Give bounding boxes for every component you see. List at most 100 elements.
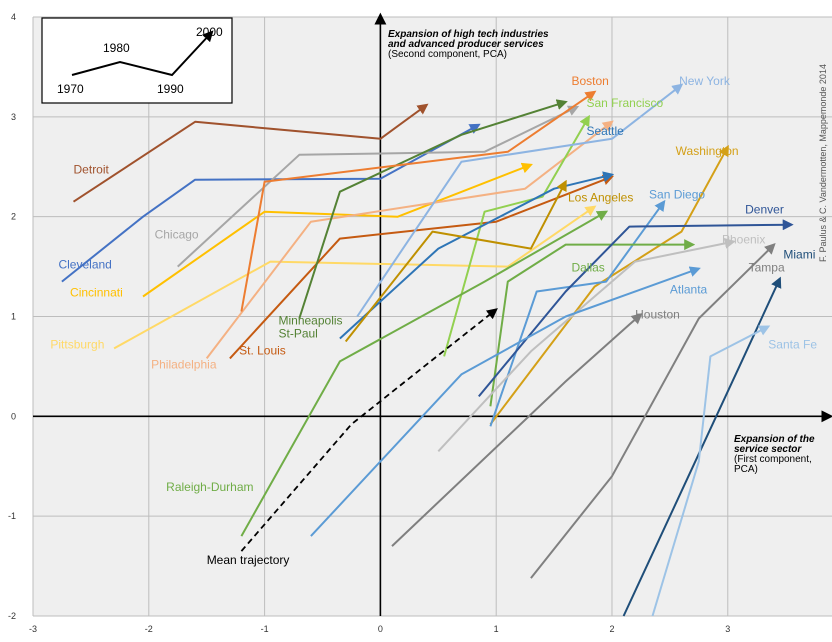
series-label-line: St. Louis bbox=[239, 343, 286, 357]
series-label: Cincinnati bbox=[70, 286, 123, 300]
series-label: Minneapolis St-Paul bbox=[278, 313, 342, 340]
series-line-seattle bbox=[339, 171, 615, 340]
series-label: Dallas bbox=[571, 261, 604, 275]
y-tick-label: -2 bbox=[8, 611, 16, 621]
x-axis-title-line: PCA) bbox=[734, 464, 758, 475]
legend-year-label: 2000 bbox=[196, 25, 223, 39]
legend-box bbox=[41, 17, 233, 104]
legend-year-label: 1970 bbox=[57, 82, 84, 96]
series-label: Philadelphia bbox=[151, 357, 217, 371]
x-tick-label: 3 bbox=[725, 624, 730, 634]
series-label: Washington bbox=[676, 144, 739, 158]
tick-labels: -3 -2 -1 0 1 2 3 -2 -1 0 1 2 3 4 bbox=[8, 12, 730, 634]
series-label: Santa Fe bbox=[768, 337, 817, 351]
series-line-houston bbox=[391, 313, 643, 547]
series-label-line: Minneapolis bbox=[278, 313, 342, 327]
x-tick-label: 2 bbox=[609, 624, 614, 634]
series-label: Detroit bbox=[74, 163, 110, 177]
series-line-atlanta bbox=[310, 266, 701, 537]
series-line-tampa bbox=[530, 243, 776, 579]
y-axis-title-line: (Second component, PCA) bbox=[388, 49, 507, 60]
series-line-los-angeles bbox=[344, 179, 567, 343]
series-group bbox=[61, 83, 794, 617]
series-label-line: Detroit bbox=[74, 163, 110, 177]
series-label: St. Louis bbox=[239, 343, 286, 357]
series-label: New York bbox=[679, 74, 731, 88]
series-label-line: Tampa bbox=[749, 261, 785, 275]
series-label-line: Pittsburgh bbox=[50, 337, 104, 351]
series-label: Los Angeles bbox=[568, 191, 633, 205]
credit-text: F. Paulus & C. Vandermotten, Mappemonde … bbox=[818, 64, 828, 262]
y-tick-label: 1 bbox=[11, 312, 16, 322]
legend-year-label: 1990 bbox=[157, 82, 184, 96]
grid bbox=[32, 16, 832, 617]
series-line-san-francisco bbox=[443, 114, 590, 357]
series-label-line: San Francisco bbox=[587, 96, 664, 110]
series-line-washington bbox=[489, 144, 729, 425]
series-label-line: Los Angeles bbox=[568, 191, 633, 205]
series-label-line: New York bbox=[679, 74, 731, 88]
series-label: Raleigh-Durham bbox=[166, 480, 253, 494]
series-label: San Diego bbox=[649, 188, 705, 202]
series-label: Boston bbox=[571, 74, 608, 88]
series-label-line: Raleigh-Durham bbox=[166, 480, 253, 494]
series-line-detroit bbox=[72, 103, 429, 203]
series-label-line: Mean trajectory bbox=[207, 553, 290, 567]
y-tick-label: 4 bbox=[11, 12, 16, 22]
axes bbox=[33, 12, 832, 616]
series-label-line: Boston bbox=[571, 74, 608, 88]
series-label: Seattle bbox=[587, 124, 625, 138]
series-label-line: San Diego bbox=[649, 188, 705, 202]
series-label-line: Denver bbox=[745, 203, 784, 217]
series-label: Denver bbox=[745, 203, 784, 217]
series-line-cincinnati bbox=[142, 162, 533, 298]
series-label-line: Santa Fe bbox=[768, 337, 817, 351]
series-label: Tampa bbox=[749, 261, 785, 275]
series-label-line: Washington bbox=[676, 144, 739, 158]
x-tick-label: -1 bbox=[261, 624, 269, 634]
series-label-line: Houston bbox=[635, 307, 680, 321]
legend-year-label: 1980 bbox=[103, 41, 130, 55]
series-line-st-louis bbox=[229, 174, 615, 360]
series-label-line: Phoenix bbox=[722, 233, 765, 247]
series-line-chicago bbox=[177, 105, 580, 268]
series-line-dallas bbox=[489, 239, 696, 407]
series-line-new-york bbox=[356, 83, 684, 318]
x-tick-label: -3 bbox=[29, 624, 37, 634]
x-axis-title-line: service sector bbox=[734, 444, 802, 455]
series-label: Mean trajectory bbox=[207, 553, 290, 567]
y-axis-title-line: Expansion of high tech industries bbox=[388, 29, 549, 40]
series-label-line: Philadelphia bbox=[151, 357, 217, 371]
legend-trajectory-line bbox=[71, 30, 214, 77]
series-label-line: Dallas bbox=[571, 261, 604, 275]
series-label-line: Miami bbox=[783, 248, 815, 262]
y-axis-title-line: and advanced producer services bbox=[388, 39, 544, 50]
series-line-miami bbox=[622, 276, 782, 617]
series-line-pittsburgh bbox=[113, 205, 597, 350]
series-line-cleveland bbox=[61, 123, 481, 283]
series-label: Chicago bbox=[155, 228, 199, 242]
series-label: Houston bbox=[635, 307, 680, 321]
series-label-line: Seattle bbox=[587, 124, 625, 138]
series-label: Cleveland bbox=[58, 258, 111, 272]
series-label-line: St-Paul bbox=[278, 326, 317, 340]
series-label-line: Cincinnati bbox=[70, 286, 123, 300]
series-labels: Detroit Cleveland Chicago Cincinnati Pittsbu… bbox=[50, 74, 817, 567]
y-tick-label: 2 bbox=[11, 212, 16, 222]
x-tick-label: 0 bbox=[378, 624, 383, 634]
x-tick-label: 1 bbox=[494, 624, 499, 634]
series-line-denver bbox=[478, 219, 794, 398]
series-line-boston bbox=[240, 90, 597, 312]
series-label: Pittsburgh bbox=[50, 337, 104, 351]
y-tick-label: 0 bbox=[11, 411, 16, 421]
series-line-philadelphia bbox=[205, 120, 614, 360]
legend: 1970 1980 1990 2000 bbox=[41, 17, 233, 104]
series-line-mean-trajectory bbox=[240, 308, 498, 552]
series-label-line: Chicago bbox=[155, 228, 199, 242]
y-tick-label: -1 bbox=[8, 511, 16, 521]
x-axis-title-line: Expansion of the bbox=[734, 434, 815, 445]
x-axis-title-line: (First component, bbox=[734, 454, 812, 465]
